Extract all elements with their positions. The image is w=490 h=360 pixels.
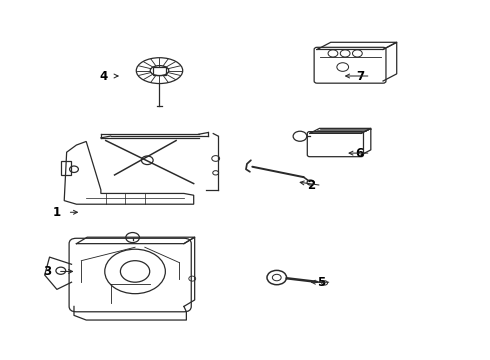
Text: 5: 5 (317, 276, 325, 289)
Text: 6: 6 (356, 147, 364, 159)
Text: 7: 7 (356, 69, 364, 82)
Text: 4: 4 (99, 69, 107, 82)
Text: 3: 3 (43, 265, 51, 278)
Text: 2: 2 (307, 179, 315, 192)
Text: 1: 1 (53, 206, 61, 219)
